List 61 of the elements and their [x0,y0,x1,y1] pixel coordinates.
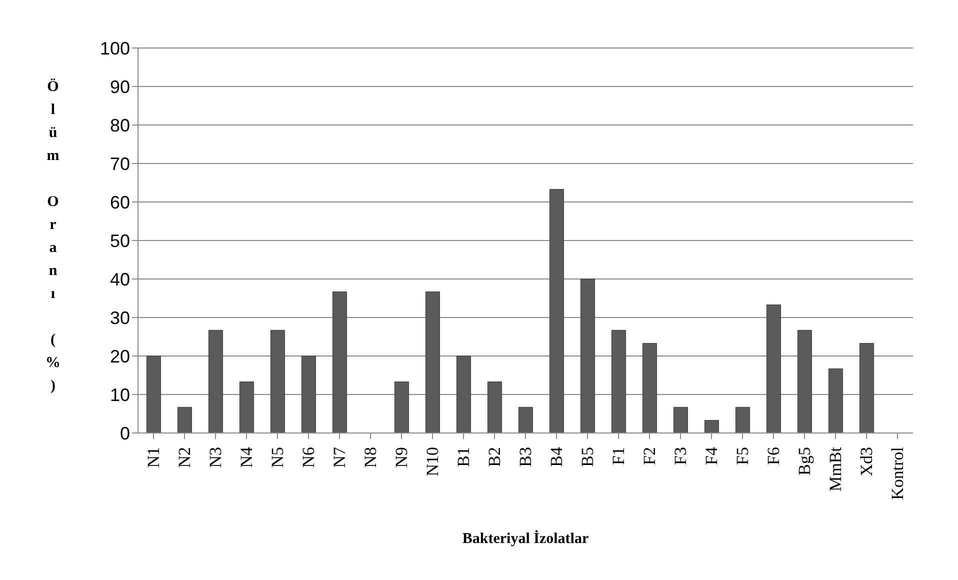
bar [797,330,812,433]
x-tick-label: N2 [175,447,194,468]
x-tick-label: F5 [733,447,752,465]
x-tick-label: N3 [206,447,225,468]
x-tick-label: N10 [423,447,442,476]
y-tick-label: 70 [110,154,130,174]
y-tick-label: 60 [110,192,130,212]
x-tick-label: N7 [330,446,349,468]
x-tick-label: F1 [609,447,628,465]
bar [611,330,626,433]
x-tick-label: F4 [702,446,721,465]
y-tick-label: 40 [110,269,130,290]
x-tick-label: B2 [485,447,504,467]
y-tick-label: 50 [110,230,130,251]
y-tick-label: 100 [100,38,130,58]
bar [487,382,502,433]
y-tick-label: 10 [110,384,130,405]
x-tick-label: B5 [578,447,597,467]
bar [301,356,316,433]
bar [704,420,719,433]
bar [580,278,595,433]
x-tick-label: N5 [268,447,287,468]
text: Ölüm Oranı (%) [46,79,60,394]
x-tick-label: Kontrol [888,446,907,500]
bar [394,382,409,433]
y-tick-label: 80 [110,115,130,136]
y-tick-label: 20 [110,346,130,366]
x-tick-label: B3 [516,447,535,467]
x-tick-label: MmBt [826,446,845,492]
x-tick-label: N8 [361,447,380,468]
bar [518,406,533,433]
bar [177,406,192,433]
x-axis-title: Bakteriyal İzolatlar [462,530,589,547]
bar [735,406,750,433]
bar [332,291,347,433]
x-tick-label: N9 [392,447,411,468]
bar [673,406,688,433]
bar [642,343,657,433]
y-tick-label: 30 [110,308,130,328]
x-tick-label: Xd3 [857,447,876,476]
bar [239,382,254,433]
x-tick-label: B1 [454,447,473,467]
x-tick-label: Bg5 [795,447,814,476]
x-tick-label: N6 [299,447,318,468]
x-tick-label: F2 [640,447,659,465]
bar [456,356,471,433]
y-tick-label: 90 [110,76,130,97]
x-tick-label: B4 [547,446,566,467]
y-tick-label: 0 [120,423,130,444]
bar [859,343,874,433]
x-tick-label: N1 [144,447,163,468]
x-tick-label: F6 [764,447,783,465]
bar [146,356,161,433]
x-tick-label: N4 [237,446,256,468]
bar [425,291,440,433]
bar [828,368,843,433]
bar [270,330,285,433]
x-tick-label: F3 [671,447,690,465]
bar [208,330,223,433]
bar [549,189,564,433]
bar [766,304,781,433]
